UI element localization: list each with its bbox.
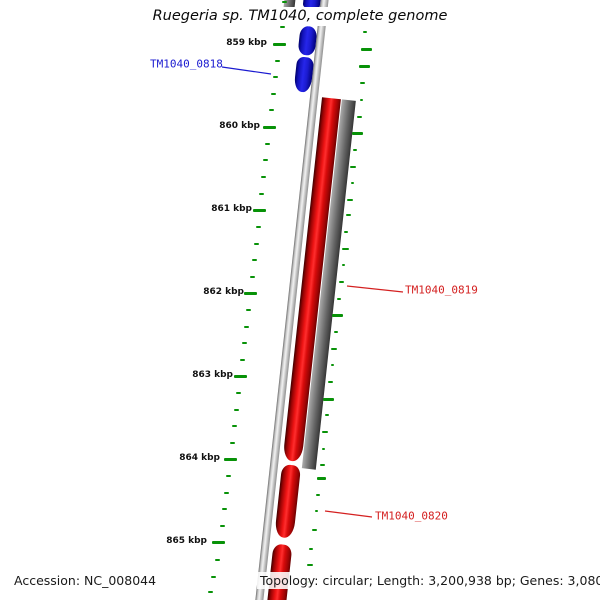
ruler-minor-tick	[274, 60, 280, 62]
ruler-minor-tick	[279, 26, 285, 28]
feature-tick	[331, 313, 343, 317]
ruler-label: 860 kbp	[219, 121, 260, 131]
feature-tick	[359, 82, 365, 84]
gene-label: TM1040_0819	[405, 283, 478, 297]
ruler-major-tick	[243, 291, 257, 295]
feature-tick	[330, 364, 334, 366]
ruler-major-tick	[223, 457, 237, 461]
ruler-minor-tick	[235, 392, 241, 394]
ruler-minor-tick	[221, 508, 227, 510]
ruler-minor-tick	[272, 76, 278, 78]
feature-tick	[338, 281, 344, 283]
ruler-label: 864 kbp	[179, 453, 220, 463]
gene-label: TM1040_0820	[375, 509, 448, 523]
feature-tick	[316, 476, 326, 480]
feature-tick	[363, 31, 367, 33]
ruler-minor-tick	[233, 409, 239, 411]
ruler-minor-tick	[219, 525, 225, 527]
ruler-minor-tick	[214, 559, 220, 561]
feature-tick	[356, 116, 362, 118]
ruler-minor-tick	[253, 243, 259, 245]
ruler-major-tick	[211, 540, 225, 544]
feature-tick	[344, 231, 348, 233]
feature-tick	[351, 131, 363, 135]
gene-label: TM1040_0818	[150, 57, 223, 71]
ruler-label: 862 kbp	[203, 287, 244, 297]
feature-tick	[359, 99, 363, 101]
feature-tick	[322, 397, 334, 401]
feature-tick	[341, 248, 349, 250]
ruler-minor-tick	[231, 425, 237, 427]
footer-accession: Accession: NC_008044	[11, 572, 160, 589]
ruler-minor-tick	[264, 143, 270, 145]
feature-tick	[334, 331, 338, 333]
ruler-minor-tick	[262, 159, 268, 161]
ruler-label: 863 kbp	[192, 370, 233, 380]
ruler-minor-tick	[207, 591, 213, 593]
ruler-minor-tick	[243, 326, 249, 328]
ruler-minor-tick	[281, 1, 287, 3]
feature-tick	[341, 264, 345, 266]
feature-tick	[337, 298, 341, 300]
ruler-minor-tick	[249, 276, 255, 278]
ruler-minor-tick	[223, 492, 229, 494]
feature-tick	[350, 182, 354, 184]
ruler-label: 861 kbp	[211, 204, 252, 214]
ruler-major-tick	[252, 208, 266, 212]
feature-tick	[321, 448, 325, 450]
ruler-label: 865 kbp	[166, 536, 207, 546]
ruler-minor-tick	[245, 309, 251, 311]
feature-tick	[307, 564, 313, 566]
feature-tick	[331, 348, 337, 350]
ruler-minor-tick	[210, 576, 216, 578]
feature-tick	[353, 149, 357, 151]
ruler-minor-tick	[258, 193, 264, 195]
feature-tick	[314, 510, 318, 512]
feature-tick	[319, 464, 325, 466]
ruler-minor-tick	[241, 342, 247, 344]
feature-tick	[325, 414, 329, 416]
ruler-minor-tick	[255, 226, 261, 228]
feature-tick	[316, 494, 320, 496]
ruler-minor-tick	[239, 359, 245, 361]
ruler-minor-tick	[270, 93, 276, 95]
feature-tick	[347, 199, 353, 201]
footer-summary: Topology: circular; Length: 3,200,938 bp…	[257, 572, 600, 589]
ruler-minor-tick	[251, 259, 257, 261]
ruler-major-tick	[233, 374, 247, 378]
ruler-major-tick	[262, 125, 276, 129]
feature-tick	[327, 381, 333, 383]
ruler-minor-tick	[229, 442, 235, 444]
page-title: Ruegeria sp. TM1040, complete genome	[144, 7, 456, 26]
feature-tick	[360, 47, 372, 51]
feature-tick	[345, 214, 351, 216]
ruler-major-tick	[272, 42, 286, 46]
feature-tick	[322, 431, 328, 433]
red-gene-0820-feature	[273, 463, 301, 539]
feature-tick	[309, 548, 313, 550]
ruler-label: 859 kbp	[226, 38, 267, 48]
ruler-minor-tick	[268, 109, 274, 111]
ruler-minor-tick	[260, 176, 266, 178]
feature-tick	[350, 166, 356, 168]
feature-tick	[358, 64, 370, 68]
feature-tick	[311, 529, 317, 531]
ruler-minor-tick	[225, 475, 231, 477]
